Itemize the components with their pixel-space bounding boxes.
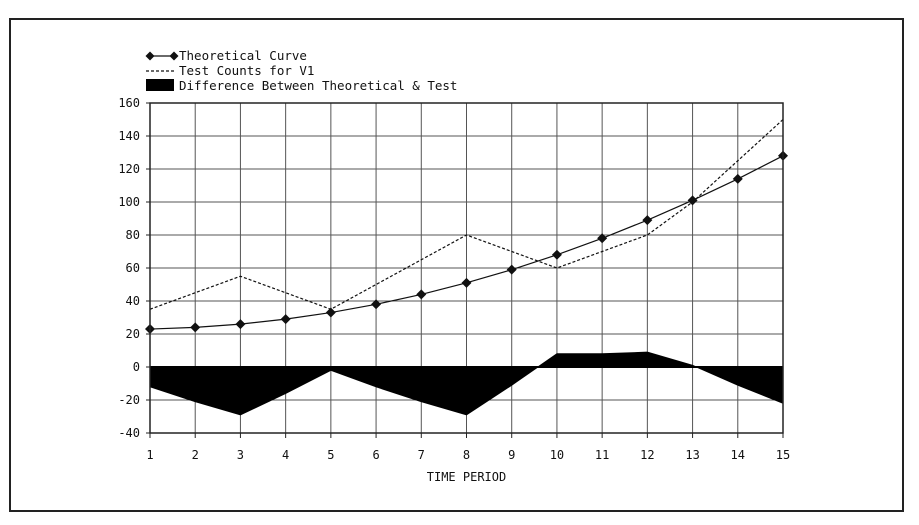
theoretical-curve-point <box>280 314 291 325</box>
y-tick-label: -40 <box>118 426 140 440</box>
theoretical-curve-point <box>461 277 472 288</box>
x-tick-label: 12 <box>640 448 654 462</box>
legend-label-theoretical: Theoretical Curve <box>179 48 307 63</box>
x-tick-label: 3 <box>237 448 244 462</box>
legend-theoretical-marker <box>145 51 155 61</box>
legend-label-difference: Difference Between Theoretical & Test <box>179 78 457 93</box>
theoretical-curve-point <box>687 195 698 206</box>
y-tick-label: 60 <box>126 261 140 275</box>
x-tick-label: 11 <box>595 448 609 462</box>
x-tick-label: 5 <box>327 448 334 462</box>
theoretical-curve-point <box>325 307 336 318</box>
x-tick-label: 1 <box>146 448 153 462</box>
y-tick-label: 160 <box>118 96 140 110</box>
x-tick-label: 4 <box>282 448 289 462</box>
y-tick-label: 140 <box>118 129 140 143</box>
x-tick-label: 6 <box>372 448 379 462</box>
theoretical-curve-point <box>597 233 608 244</box>
legend-theoretical-marker <box>169 51 179 61</box>
theoretical-curve-point <box>235 319 246 330</box>
x-tick-label: 8 <box>463 448 470 462</box>
y-tick-label: 20 <box>126 327 140 341</box>
y-tick-label: 100 <box>118 195 140 209</box>
theoretical-curve-point <box>506 264 517 275</box>
y-tick-label: 40 <box>126 294 140 308</box>
chart-frame <box>9 18 904 512</box>
theoretical-curve-point <box>551 249 562 260</box>
test-counts-line <box>149 119 784 310</box>
y-tick-label: 80 <box>126 228 140 242</box>
x-axis-title: TIME PERIOD <box>427 470 506 484</box>
legend-label-test: Test Counts for V1 <box>179 63 314 78</box>
legend-difference-swatch <box>146 79 174 91</box>
x-tick-label: 7 <box>418 448 425 462</box>
x-tick-label: 14 <box>731 448 745 462</box>
theoretical-curve-point <box>371 299 382 310</box>
theoretical-curve-point <box>190 322 201 333</box>
x-tick-label: 2 <box>192 448 199 462</box>
y-tick-label: 0 <box>133 360 140 374</box>
x-tick-label: 15 <box>776 448 790 462</box>
y-tick-label: -20 <box>118 393 140 407</box>
theoretical-curve-point <box>416 289 427 300</box>
theoretical-curve-point <box>642 215 653 226</box>
x-tick-label: 13 <box>685 448 699 462</box>
x-tick-label: 10 <box>550 448 564 462</box>
y-tick-label: 120 <box>118 162 140 176</box>
x-tick-label: 9 <box>508 448 515 462</box>
theoretical-curve-point <box>732 173 743 184</box>
